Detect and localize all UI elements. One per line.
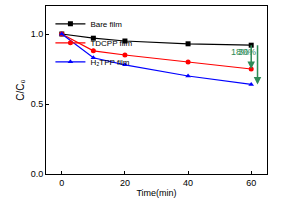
- svg-text:Time(min): Time(min): [136, 188, 176, 198]
- svg-text:18%: 18%: [231, 47, 249, 57]
- svg-text:1.0: 1.0: [31, 29, 44, 39]
- svg-text:30%: 30%: [238, 47, 256, 57]
- svg-text:0.5: 0.5: [31, 99, 44, 109]
- svg-text:Bare film: Bare film: [90, 20, 122, 29]
- svg-text:0: 0: [59, 178, 64, 188]
- svg-text:20: 20: [120, 178, 130, 188]
- svg-text:60: 60: [246, 178, 256, 188]
- svg-text:TDCPP film: TDCPP film: [90, 39, 132, 48]
- svg-text:C/C₀: C/C₀: [15, 79, 26, 100]
- svg-text:0.0: 0.0: [31, 169, 44, 179]
- svg-text:40: 40: [183, 178, 193, 188]
- svg-text:H₂TPP film: H₂TPP film: [90, 58, 129, 67]
